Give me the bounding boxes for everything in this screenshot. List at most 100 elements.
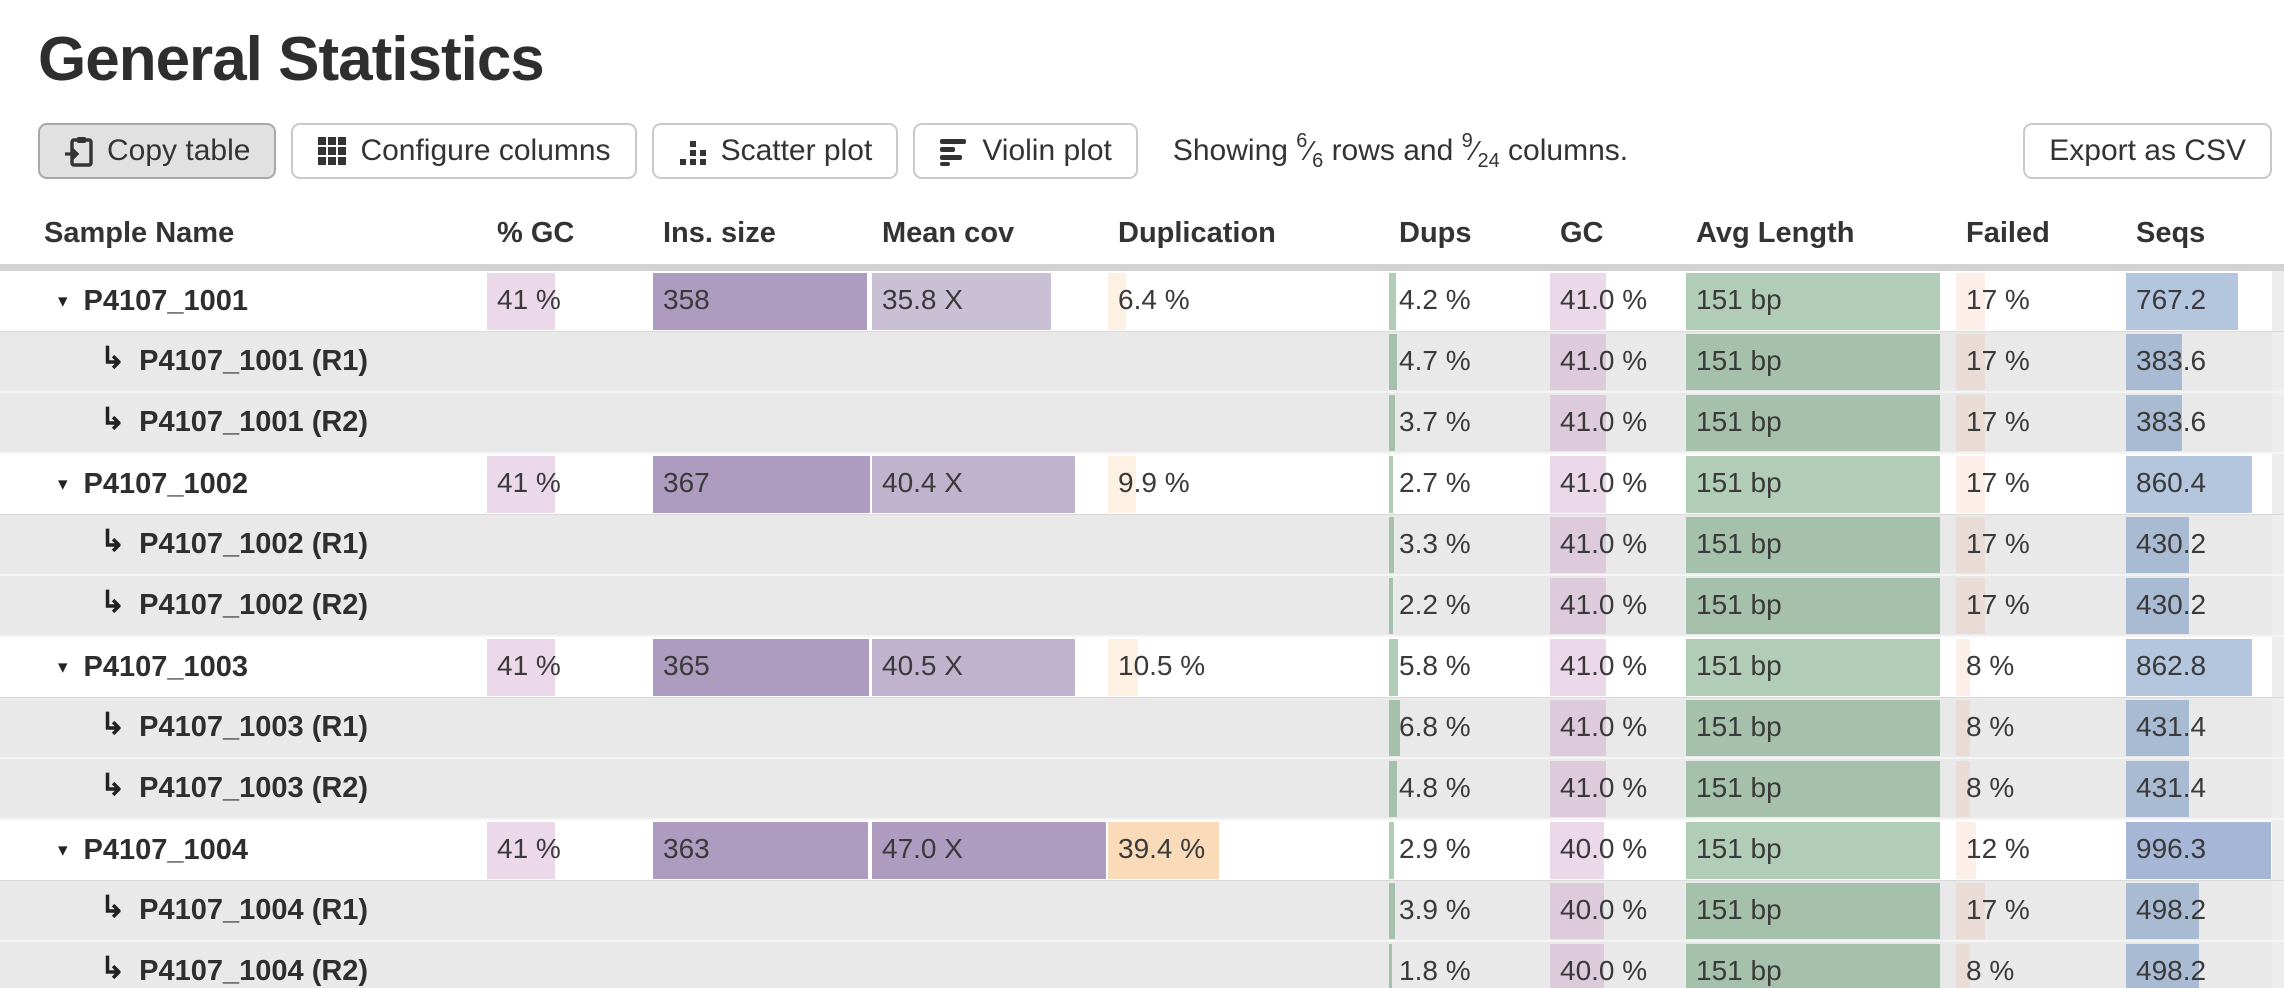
clipboard-icon xyxy=(64,135,94,167)
collapse-triangle-icon[interactable]: ▾ xyxy=(58,290,68,312)
sample-name: P4107_1004 (R1) xyxy=(139,894,369,926)
gc-value: 41.0 % xyxy=(1560,528,1648,559)
export-csv-button[interactable]: Export as CSV xyxy=(2023,123,2272,179)
avg_length-bar xyxy=(1686,944,1940,988)
seqs-bar xyxy=(2126,578,2189,634)
failed-value: 17 % xyxy=(1966,284,2030,315)
failed-value: 8 % xyxy=(1966,650,2015,681)
seqs-bar xyxy=(2126,700,2189,756)
gc-value: 41.0 % xyxy=(1560,284,1648,315)
gc-bar xyxy=(1550,273,1606,330)
gc-value: 41.0 % xyxy=(1560,467,1648,498)
pct_gc-bar xyxy=(487,822,556,879)
cell-duplication xyxy=(1108,576,1389,635)
dups-value: 1.8 % xyxy=(1399,955,1471,986)
cell-pct_gc xyxy=(487,698,653,757)
cell-avg_length: 151 bp xyxy=(1686,515,1956,574)
cell-pct_gc xyxy=(487,576,653,635)
column-header-seqs[interactable]: Seqs xyxy=(2136,217,2206,249)
dups-bar xyxy=(1389,761,1397,817)
sample-name-cell[interactable]: ↳ P4107_1003 (R2) xyxy=(0,759,487,818)
avg_length-value: 151 bp xyxy=(1696,406,1782,437)
cell-duplication: 10.5 % xyxy=(1108,637,1389,697)
subrow-arrow-icon: ↳ xyxy=(100,586,126,619)
ins_size-value: 358 xyxy=(663,284,710,315)
row-gutter xyxy=(2272,881,2284,940)
gc-value: 41.0 % xyxy=(1560,650,1648,681)
cell-seqs: 860.4 xyxy=(2126,454,2272,514)
avg_length-value: 151 bp xyxy=(1696,284,1782,315)
sample-name-cell[interactable]: ↳ P4107_1001 (R1) xyxy=(0,332,487,391)
sample-name-cell[interactable]: ↳ P4107_1003 (R1) xyxy=(0,698,487,757)
table-row: ↳ P4107_1003 (R1) 6.8 % 41.0 % 151 bp 8 % 431.… xyxy=(0,698,2284,759)
cell-pct_gc xyxy=(487,332,653,391)
cell-avg_length: 151 bp xyxy=(1686,454,1956,514)
cell-failed: 12 % xyxy=(1956,820,2126,880)
pct_gc-bar xyxy=(487,639,556,696)
sample-name-cell[interactable]: ↳ P4107_1004 (R1) xyxy=(0,881,487,940)
cell-gc: 41.0 % xyxy=(1550,637,1686,697)
cell-seqs: 498.2 xyxy=(2126,942,2272,988)
column-header-mean_cov[interactable]: Mean cov xyxy=(882,217,1015,249)
collapse-triangle-icon[interactable]: ▾ xyxy=(58,656,68,678)
subrow-arrow-icon: ↳ xyxy=(100,769,126,802)
collapse-triangle-icon[interactable]: ▾ xyxy=(58,839,68,861)
column-header-duplication[interactable]: Duplication xyxy=(1118,217,1276,249)
column-header-gc[interactable]: GC xyxy=(1560,217,1604,249)
cell-failed: 8 % xyxy=(1956,637,2126,697)
cell-dups: 2.2 % xyxy=(1389,576,1550,635)
seqs-bar xyxy=(2126,822,2272,879)
column-header-sample[interactable]: Sample Name xyxy=(44,217,235,249)
sample-name: P4107_1001 (R2) xyxy=(139,406,369,438)
copy-table-button[interactable]: Copy table xyxy=(38,123,277,179)
seqs-value: 767.2 xyxy=(2136,284,2207,315)
cell-mean_cov xyxy=(872,942,1108,988)
duplication-bar xyxy=(1108,456,1136,513)
mean_cov-value: 35.8 X xyxy=(882,284,963,315)
avg_length-bar xyxy=(1686,578,1940,634)
sample-name-cell[interactable]: ↳ P4107_1002 (R2) xyxy=(0,576,487,635)
collapse-triangle-icon[interactable]: ▾ xyxy=(58,473,68,495)
avg_length-bar xyxy=(1686,395,1940,451)
column-header-failed[interactable]: Failed xyxy=(1966,217,2050,249)
cell-gc: 41.0 % xyxy=(1550,515,1686,574)
violin-bars-icon xyxy=(939,136,969,166)
cell-dups: 4.2 % xyxy=(1389,271,1550,331)
column-header-pct_gc[interactable]: % GC xyxy=(497,217,575,249)
sample-name-cell[interactable]: ↳ P4107_1002 (R1) xyxy=(0,515,487,574)
sample-name-cell[interactable]: ▾ P4107_1004 xyxy=(0,820,487,880)
cell-ins_size xyxy=(653,515,872,574)
sample-name-cell[interactable]: ▾ P4107_1003 xyxy=(0,637,487,697)
sample-name-cell[interactable]: ↳ P4107_1001 (R2) xyxy=(0,393,487,452)
sample-name-cell[interactable]: ▾ P4107_1001 xyxy=(0,271,487,331)
seqs-bar xyxy=(2126,517,2189,573)
configure-columns-button[interactable]: Configure columns xyxy=(291,123,637,179)
column-header-ins_size[interactable]: Ins. size xyxy=(663,217,776,249)
cell-avg_length: 151 bp xyxy=(1686,393,1956,452)
subrow-arrow-icon: ↳ xyxy=(100,891,126,924)
row-gutter xyxy=(2272,942,2284,988)
avg_length-bar xyxy=(1686,273,1940,330)
sample-name-cell[interactable]: ▾ P4107_1002 xyxy=(0,454,487,514)
cell-failed: 8 % xyxy=(1956,942,2126,988)
duplication-value: 6.4 % xyxy=(1118,284,1190,315)
sample-name-cell[interactable]: ↳ P4107_1004 (R2) xyxy=(0,942,487,988)
cell-gc: 41.0 % xyxy=(1550,271,1686,331)
cell-avg_length: 151 bp xyxy=(1686,637,1956,697)
cell-failed: 8 % xyxy=(1956,698,2126,757)
cell-avg_length: 151 bp xyxy=(1686,942,1956,988)
cell-failed: 17 % xyxy=(1956,393,2126,452)
cell-duplication xyxy=(1108,515,1389,574)
column-header-dups[interactable]: Dups xyxy=(1399,217,1472,249)
ins_size-bar xyxy=(653,822,868,879)
cell-pct_gc xyxy=(487,942,653,988)
violin-plot-button[interactable]: Violin plot xyxy=(913,123,1138,179)
column-header-avg_length[interactable]: Avg Length xyxy=(1696,217,1855,249)
cell-mean_cov xyxy=(872,332,1108,391)
seqs-value: 383.6 xyxy=(2136,345,2207,376)
cell-failed: 17 % xyxy=(1956,881,2126,940)
seqs-value: 430.2 xyxy=(2136,589,2207,620)
failed-bar xyxy=(1956,639,1970,696)
scatter-plot-button[interactable]: Scatter plot xyxy=(651,123,899,179)
cell-failed: 8 % xyxy=(1956,759,2126,818)
